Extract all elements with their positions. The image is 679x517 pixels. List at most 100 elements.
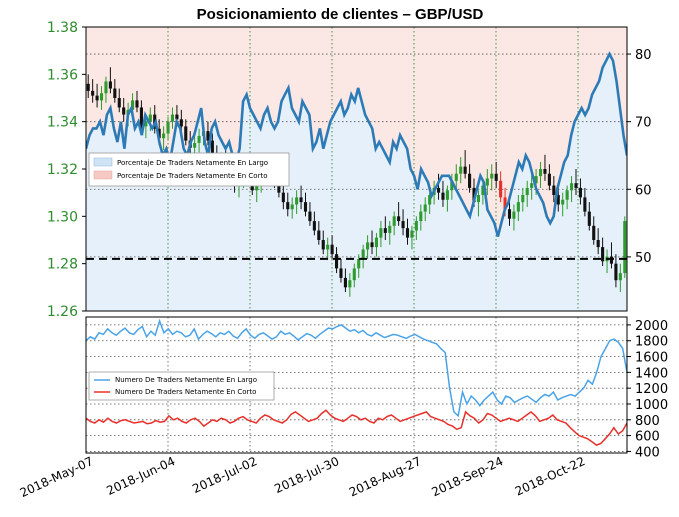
candle: [383, 216, 387, 240]
candle: [538, 161, 543, 188]
candle-body: [370, 242, 374, 248]
candle-body: [206, 131, 210, 141]
legend-short-count-label: Numero De Traders Netamente En Corto: [115, 388, 256, 396]
left-axis-tick-label: 1.38: [47, 20, 78, 36]
candle-body: [397, 216, 401, 222]
right-axis-tick-label: 1600: [635, 351, 668, 366]
candle: [570, 176, 574, 203]
candle-body: [441, 192, 445, 200]
candle-body: [108, 81, 112, 89]
candle-body: [135, 100, 139, 108]
candle-body: [117, 98, 121, 108]
candle: [547, 164, 551, 191]
candle: [507, 199, 512, 226]
candle: [592, 216, 596, 245]
candle: [516, 195, 520, 222]
candle-body: [561, 199, 565, 205]
candle-body: [468, 173, 472, 188]
candle: [108, 67, 112, 94]
long-count-line: [86, 318, 627, 418]
candle: [476, 190, 480, 217]
candle: [117, 88, 121, 113]
candle-body: [476, 195, 480, 203]
candle-body: [139, 107, 143, 127]
candle: [601, 237, 605, 267]
candle: [339, 258, 343, 283]
candle: [303, 192, 308, 217]
candle: [184, 119, 188, 146]
candle: [95, 83, 99, 108]
candle-body: [166, 121, 170, 134]
candle: [370, 230, 374, 255]
candle: [499, 171, 503, 203]
candle-body: [144, 121, 148, 127]
candle-body: [587, 211, 591, 226]
candle: [512, 204, 516, 231]
candle-body: [570, 183, 574, 191]
candle-body: [463, 166, 467, 174]
x-tick-label: 2018-Jul-30: [272, 454, 341, 496]
candle: [162, 126, 166, 151]
legend-bottom: Numero De Traders Netamente En Largo Num…: [88, 371, 275, 401]
candle: [104, 76, 108, 103]
candle: [91, 79, 95, 103]
candle: [552, 176, 556, 203]
right-axis-tick-label: 800: [635, 414, 660, 429]
candle: [286, 192, 290, 217]
candle-body: [148, 114, 152, 122]
candle: [374, 232, 379, 257]
candle: [494, 161, 498, 188]
candle: [197, 128, 201, 153]
candle: [596, 228, 600, 255]
candle-body: [583, 197, 587, 212]
candle: [419, 204, 423, 231]
candle-body: [334, 254, 339, 269]
candle-body: [436, 187, 441, 193]
right-axis-tick-label: 1000: [635, 398, 668, 413]
candle-body: [295, 197, 299, 205]
candle: [490, 164, 494, 191]
candle: [463, 150, 467, 179]
candle: [587, 202, 591, 231]
x-tick-label: 2018-Oct-22: [513, 454, 587, 499]
candle-body: [290, 204, 294, 210]
left-axis-tick-label: 1.28: [47, 257, 78, 273]
candle: [290, 197, 294, 219]
candle-body: [516, 202, 520, 212]
candle-body: [321, 240, 325, 250]
candle-body: [507, 209, 512, 219]
candle-body: [383, 228, 387, 233]
candle: [525, 180, 529, 207]
candle: [321, 230, 325, 255]
candle-body: [609, 256, 614, 264]
candle-body: [538, 169, 543, 177]
candle-body: [330, 244, 334, 255]
candle: [122, 98, 126, 122]
candle: [468, 164, 472, 193]
candle-body: [499, 180, 503, 198]
candle: [450, 173, 454, 200]
candle: [170, 107, 175, 129]
right-axis-tick-label: 80: [635, 48, 652, 63]
candle: [166, 116, 170, 141]
candle: [361, 244, 365, 269]
candle: [441, 180, 445, 207]
candle-body: [428, 195, 432, 205]
candle: [392, 211, 396, 236]
candle-body: [547, 173, 551, 186]
candle: [99, 86, 104, 110]
candle-body: [348, 280, 352, 288]
candle: [454, 164, 458, 191]
left-axis-tick-label: 1.34: [47, 115, 78, 131]
candle: [410, 225, 414, 250]
candle-body: [578, 187, 582, 198]
x-tick-label: 2018-Aug-27: [347, 454, 423, 500]
candle-body: [104, 81, 108, 94]
candle: [357, 254, 361, 278]
candle: [578, 178, 582, 205]
candle-body: [86, 83, 90, 91]
candle-body: [317, 230, 321, 240]
candle-body: [357, 258, 361, 269]
candle-body: [352, 268, 356, 281]
candle: [459, 157, 463, 184]
